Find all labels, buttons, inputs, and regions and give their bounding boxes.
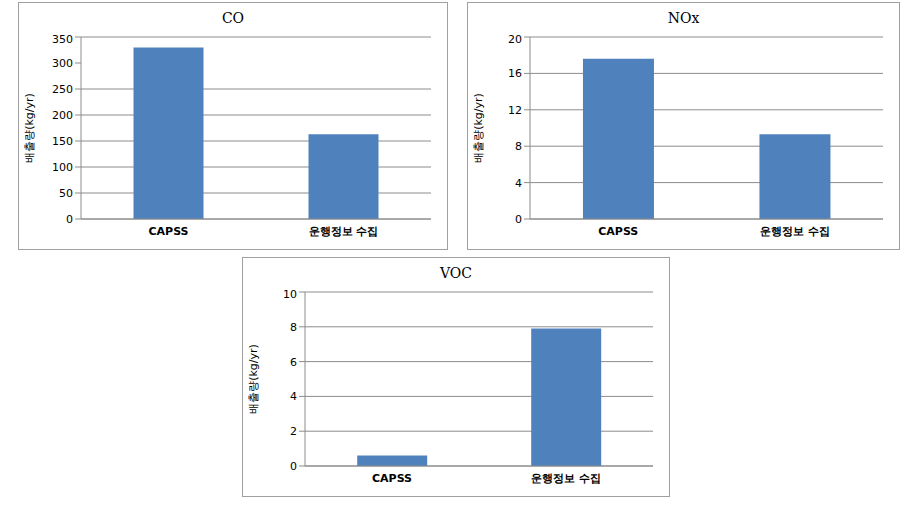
html-text:NOx: NOx <box>667 10 700 26</box>
svg-text:운행정보 수집: 운행정보 수집 <box>309 225 379 238</box>
svg-text:0: 0 <box>515 213 522 226</box>
svg-text:운행정보 수집: 운행정보 수집 <box>531 472 601 485</box>
svg-text:100: 100 <box>52 161 73 174</box>
svg-text:운행정보 수집: 운행정보 수집 <box>760 225 830 238</box>
svg-text:8: 8 <box>290 321 297 334</box>
svg-text:16: 16 <box>508 67 522 80</box>
svg-text:CAPSS: CAPSS <box>149 225 189 238</box>
html-text:CO: CO <box>221 10 245 26</box>
svg-text:배출량(kg/yr): 배출량(kg/yr) <box>472 93 485 163</box>
html-text:VOC: VOC <box>440 265 472 281</box>
svg-text:50: 50 <box>59 187 73 200</box>
svg-text:0: 0 <box>66 213 73 226</box>
svg-text:배출량(kg/yr): 배출량(kg/yr) <box>247 344 260 414</box>
svg-text:150: 150 <box>52 135 73 148</box>
svg-text:배출량(kg/yr): 배출량(kg/yr) <box>23 93 36 163</box>
svg-text:20: 20 <box>508 33 522 46</box>
svg-text:250: 250 <box>52 83 73 96</box>
svg-text:12: 12 <box>508 104 522 117</box>
svg-text:CAPSS: CAPSS <box>598 225 638 238</box>
svg-text:6: 6 <box>290 356 297 369</box>
svg-text:CAPSS: CAPSS <box>372 472 412 485</box>
svg-text:0: 0 <box>290 460 297 473</box>
svg-text:8: 8 <box>515 140 522 153</box>
svg-text:4: 4 <box>290 390 297 403</box>
svg-text:200: 200 <box>52 109 73 122</box>
svg-text:2: 2 <box>290 425 297 438</box>
svg-text:4: 4 <box>515 177 522 190</box>
svg-text:350: 350 <box>52 33 73 46</box>
svg-text:10: 10 <box>283 288 297 301</box>
svg-text:300: 300 <box>52 57 73 70</box>
